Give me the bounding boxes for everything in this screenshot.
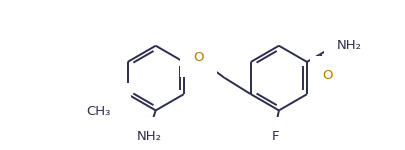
Text: NH₂: NH₂ — [137, 130, 162, 143]
Text: O: O — [322, 69, 333, 82]
Text: O: O — [107, 96, 118, 109]
Text: F: F — [271, 130, 278, 143]
Text: NH₂: NH₂ — [337, 39, 361, 52]
Text: O: O — [193, 51, 203, 64]
Text: CH₃: CH₃ — [86, 105, 110, 118]
